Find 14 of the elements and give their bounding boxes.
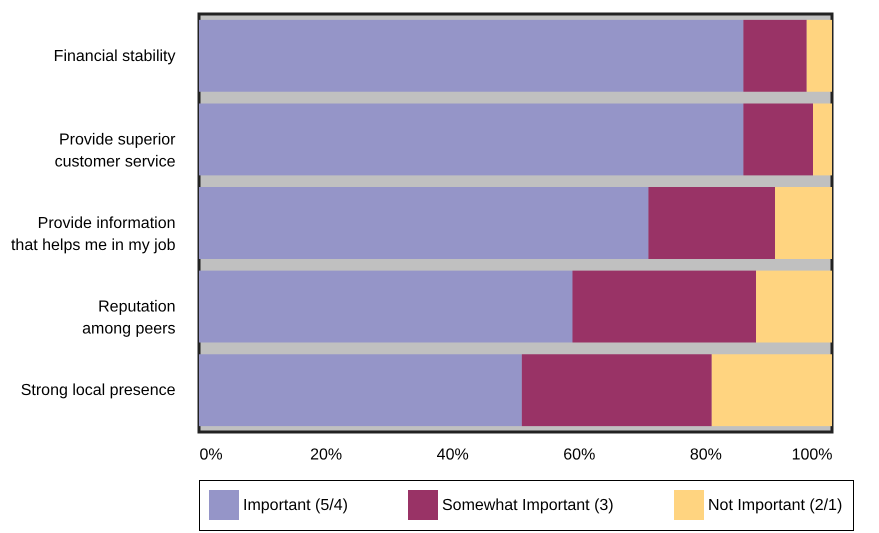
x-tick-label: 20% — [310, 446, 342, 464]
y-tick-label: Strong local presence — [20, 382, 176, 400]
x-tick-label: 100% — [792, 446, 832, 464]
y-tick-label: Provide information that helps me in my job — [10, 215, 176, 254]
y-tick-label: Provide superior customer service — [54, 131, 176, 170]
legend-label: Not Important (2/1) — [708, 497, 842, 514]
x-tick-label: 60% — [563, 446, 596, 464]
y-tick-label: Financial stability — [54, 48, 176, 65]
x-tick-label: 0% — [200, 446, 223, 464]
legend-label: Somewhat Important (3) — [442, 497, 614, 514]
y-tick-label: Reputation among peers — [82, 298, 176, 338]
x-tick-label: 40% — [436, 446, 469, 464]
x-tick-label: 80% — [690, 446, 722, 464]
legend-label: Important (5/4) — [243, 497, 348, 514]
